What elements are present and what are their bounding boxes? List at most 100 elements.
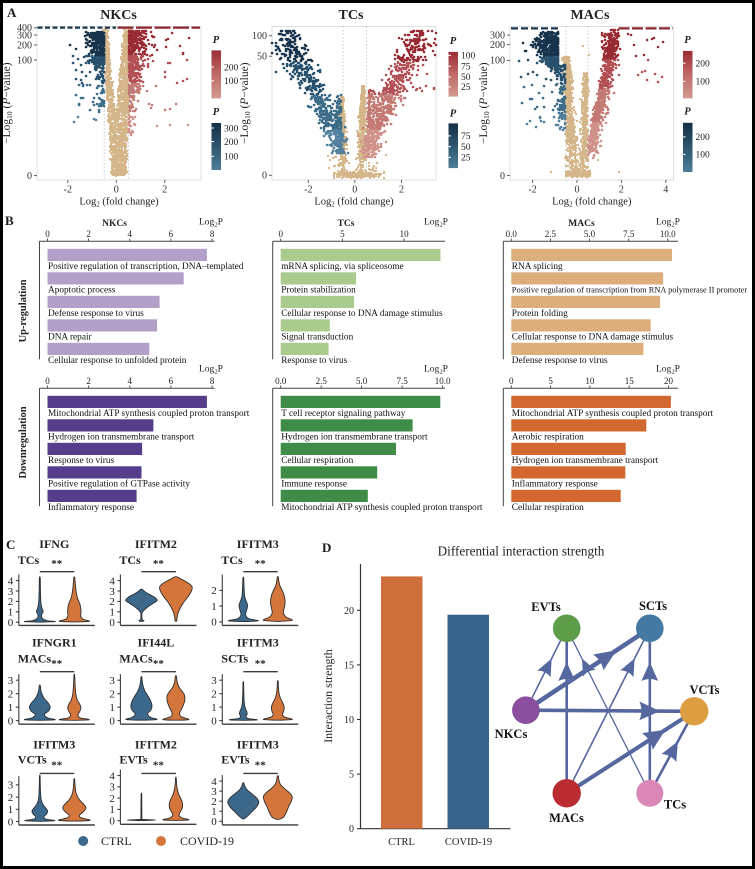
svg-text:COVID-19: COVID-19 <box>180 834 234 848</box>
svg-text:A: A <box>7 5 17 20</box>
svg-text:0: 0 <box>509 376 514 386</box>
svg-text:100: 100 <box>224 77 239 87</box>
svg-text:Defense response to virus: Defense response to virus <box>48 308 144 319</box>
svg-text:6: 6 <box>169 376 174 386</box>
svg-text:-2: -2 <box>64 185 72 196</box>
svg-text:1: 1 <box>8 607 14 619</box>
svg-text:Cellular response to DNA damag: Cellular response to DNA damage stimulus <box>512 333 674 343</box>
svg-text:2.5: 2.5 <box>545 229 557 239</box>
svg-text:0.0: 0.0 <box>275 376 287 386</box>
svg-text:Immune response: Immune response <box>281 480 347 490</box>
svg-text:2: 2 <box>86 229 91 239</box>
svg-text:D: D <box>322 540 331 555</box>
svg-text:Log2P: Log2P <box>199 218 223 229</box>
svg-text:Cellular response to DNA damag: Cellular response to DNA damage stimulus <box>281 309 443 319</box>
svg-text:P: P <box>213 35 220 46</box>
svg-text:200: 200 <box>696 60 711 70</box>
svg-text:VCTs: VCTs <box>689 683 719 697</box>
svg-text:10: 10 <box>344 715 354 726</box>
svg-text:Positive regulation of transcr: Positive regulation of transcription fro… <box>512 286 748 295</box>
svg-text:2: 2 <box>162 185 167 196</box>
svg-text:Hydrogen ion transmembrane tra: Hydrogen ion transmembrane transport <box>512 456 659 466</box>
svg-text:NKCs: NKCs <box>102 219 127 229</box>
svg-text:1: 1 <box>211 601 217 613</box>
svg-text:IFITM3: IFITM3 <box>33 738 75 752</box>
svg-text:SCTs: SCTs <box>221 652 248 666</box>
svg-text:DNA repair: DNA repair <box>48 333 93 343</box>
svg-text:3: 3 <box>211 675 217 687</box>
svg-text:0: 0 <box>109 715 115 727</box>
svg-text:−Log10 (P−value): −Log10 (P−value) <box>239 62 252 144</box>
svg-text:2: 2 <box>109 596 115 608</box>
svg-text:Log2P: Log2P <box>424 218 448 229</box>
svg-text:2: 2 <box>211 689 217 701</box>
svg-text:3: 3 <box>109 675 115 687</box>
svg-text:NKCs: NKCs <box>100 8 137 23</box>
svg-text:200: 200 <box>17 40 32 51</box>
svg-text:Signal transduction: Signal transduction <box>281 333 353 343</box>
svg-text:200: 200 <box>696 133 711 143</box>
svg-text:75: 75 <box>461 132 471 142</box>
svg-text:Mitochondrial ATP synthesis co: Mitochondrial ATP synthesis coupled prot… <box>512 409 714 419</box>
svg-text:2: 2 <box>109 689 115 701</box>
svg-text:IFITM2: IFITM2 <box>135 738 177 752</box>
svg-text:5.0: 5.0 <box>584 229 596 239</box>
svg-text:0: 0 <box>352 185 357 196</box>
svg-text:0: 0 <box>45 229 50 239</box>
svg-text:4: 4 <box>211 776 217 788</box>
svg-text:IFNG: IFNG <box>39 537 69 551</box>
svg-text:Cellular respiration: Cellular respiration <box>281 456 353 466</box>
svg-text:2: 2 <box>8 689 14 701</box>
svg-text:Protein stabilization: Protein stabilization <box>281 286 356 296</box>
svg-text:−Log10 (P−value): −Log10 (P−value) <box>1 62 14 144</box>
svg-text:0: 0 <box>45 376 50 386</box>
svg-text:MACs: MACs <box>119 652 153 666</box>
svg-text:TCs: TCs <box>221 553 243 567</box>
svg-text:Log2 (fold change): Log2 (fold change) <box>314 197 394 209</box>
svg-text:−Log10 (P−value): −Log10 (P−value) <box>478 62 491 144</box>
svg-text:100: 100 <box>490 56 505 67</box>
svg-text:50: 50 <box>257 52 267 63</box>
svg-text:20: 20 <box>664 376 674 386</box>
svg-text:0: 0 <box>349 824 354 835</box>
svg-text:Hydrogen ion transmembrane tra: Hydrogen ion transmembrane transport <box>281 433 428 443</box>
svg-text:100: 100 <box>696 151 711 161</box>
svg-text:0.0: 0.0 <box>506 229 518 239</box>
svg-text:P: P <box>450 36 457 47</box>
svg-text:**: ** <box>153 658 165 670</box>
svg-text:IFNGR1: IFNGR1 <box>32 636 77 650</box>
svg-text:5.0: 5.0 <box>356 376 368 386</box>
svg-text:VCTs: VCTs <box>18 753 47 767</box>
svg-text:P: P <box>450 108 457 119</box>
svg-text:4: 4 <box>8 575 14 587</box>
svg-text:3: 3 <box>8 675 14 687</box>
svg-text:Response to virus: Response to virus <box>281 356 347 366</box>
svg-text:-2: -2 <box>528 185 536 196</box>
svg-text:IFI44L: IFI44L <box>138 636 175 650</box>
svg-text:Positive regulation of GTPase: Positive regulation of GTPase activity <box>48 479 190 490</box>
svg-text:RNA splicing: RNA splicing <box>512 262 563 272</box>
svg-text:100: 100 <box>224 153 239 163</box>
svg-text:0: 0 <box>8 715 14 727</box>
svg-text:Inflammatory response: Inflammatory response <box>48 502 134 513</box>
svg-text:1: 1 <box>8 702 14 714</box>
svg-text:Protein folding: Protein folding <box>512 308 568 319</box>
svg-text:C: C <box>6 537 15 552</box>
svg-text:4: 4 <box>109 770 115 782</box>
svg-text:EVTs: EVTs <box>119 753 148 767</box>
svg-text:200: 200 <box>490 40 505 51</box>
svg-text:2: 2 <box>109 793 115 805</box>
svg-text:T cell receptor signaling path: T cell receptor signaling pathway <box>281 409 406 419</box>
svg-text:-2: -2 <box>304 185 312 196</box>
svg-text:7.5: 7.5 <box>623 229 635 239</box>
svg-text:COVID-19: COVID-19 <box>445 837 492 848</box>
svg-text:Log2 (fold change): Log2 (fold change) <box>79 197 159 209</box>
svg-text:**: ** <box>153 558 165 570</box>
svg-text:0: 0 <box>500 171 505 182</box>
svg-text:1: 1 <box>211 702 217 714</box>
svg-text:200: 200 <box>224 63 239 73</box>
svg-text:TCs: TCs <box>339 8 364 23</box>
svg-text:25: 25 <box>461 154 471 164</box>
svg-text:5: 5 <box>349 770 354 781</box>
svg-text:Positive regulation of transcr: Positive regulation of transcription, DN… <box>48 261 244 272</box>
